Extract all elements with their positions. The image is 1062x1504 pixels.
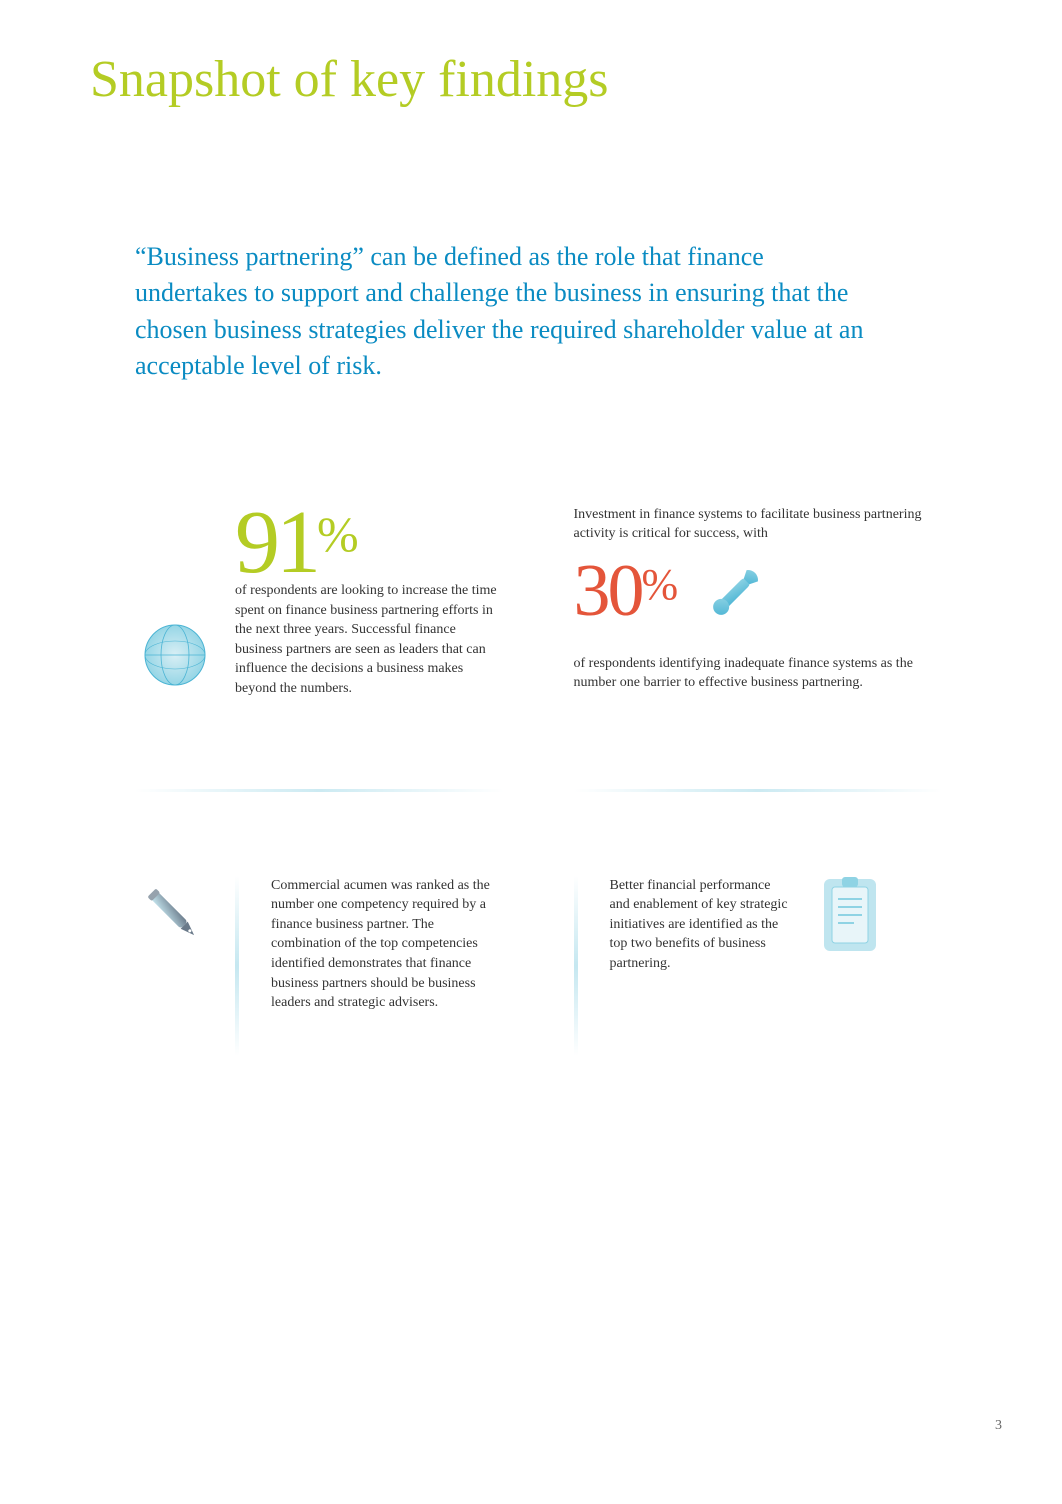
intro-paragraph: “Business partnering” can be defined as … — [0, 109, 930, 385]
card-3-text: Commercial acumen was ranked as the numb… — [271, 876, 504, 1013]
card-2-text-after: of respondents identifying inadequate fi… — [574, 654, 943, 693]
divider-left — [135, 789, 504, 792]
page-title: Snapshot of key findings — [0, 0, 1062, 109]
stat-30-pct: % — [642, 560, 677, 609]
stat-30: 30% — [574, 560, 677, 623]
finding-card-4: Better financial performance and enablem… — [574, 876, 943, 1056]
card-4-text: Better financial performance and enablem… — [610, 876, 790, 974]
finding-card-1: 91% of respondents are looking to increa… — [135, 505, 504, 699]
left-bar-4 — [574, 876, 578, 1056]
pen-icon — [135, 876, 215, 956]
divider-right — [574, 789, 943, 792]
card-1-text: of respondents are looking to increase t… — [235, 581, 504, 699]
stat-30-number: 30 — [574, 550, 642, 632]
card-2-text-before: Investment in finance systems to facilit… — [574, 505, 943, 544]
stat-91-number: 91 — [235, 493, 317, 592]
finding-card-3: Commercial acumen was ranked as the numb… — [135, 876, 504, 1056]
globe-icon — [135, 615, 215, 695]
wrench-icon — [696, 552, 776, 632]
stat-91-pct: % — [317, 506, 357, 562]
left-bar-3 — [235, 876, 239, 1056]
page-number: 3 — [995, 1418, 1002, 1434]
findings-grid: 91% of respondents are looking to increa… — [0, 385, 1062, 1056]
finding-card-2: Investment in finance systems to facilit… — [574, 505, 943, 699]
stat-91: 91% — [235, 505, 504, 582]
clipboard-icon — [810, 876, 890, 956]
